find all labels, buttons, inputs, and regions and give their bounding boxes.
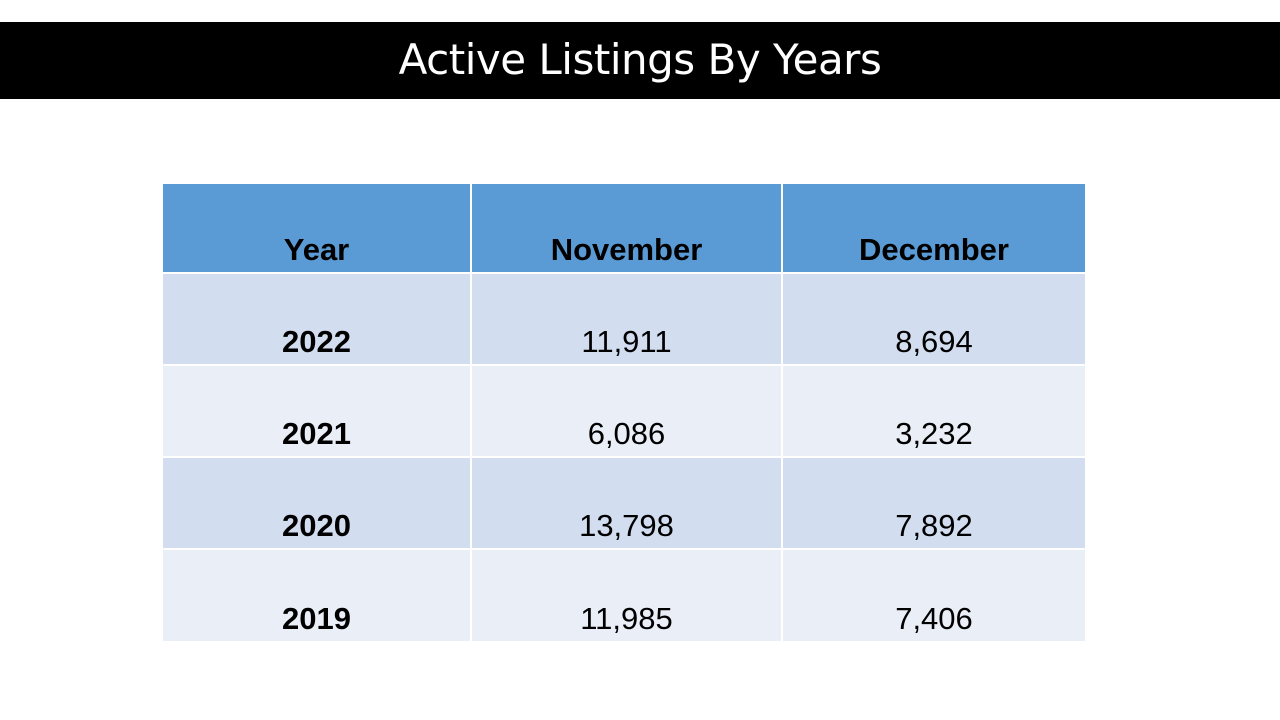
active-listings-table: Year November December 2022 11,911 8,694…: [163, 184, 1085, 641]
table-row: 2021 6,086 3,232: [163, 364, 1085, 458]
december-cell: 3,232: [781, 364, 1085, 458]
header-november: November: [470, 184, 783, 274]
december-cell: 7,406: [781, 548, 1085, 641]
title-bar: Active Listings By Years: [0, 22, 1280, 99]
header-year: Year: [163, 184, 472, 274]
november-cell: 11,911: [470, 272, 783, 366]
table-row: 2022 11,911 8,694: [163, 272, 1085, 366]
year-cell: 2019: [163, 548, 472, 641]
december-cell: 7,892: [781, 456, 1085, 550]
year-cell: 2021: [163, 364, 472, 458]
header-december: December: [781, 184, 1085, 274]
november-cell: 13,798: [470, 456, 783, 550]
slide-title: Active Listings By Years: [398, 34, 882, 84]
december-cell: 8,694: [781, 272, 1085, 366]
table-row: 2019 11,985 7,406: [163, 548, 1085, 641]
november-cell: 6,086: [470, 364, 783, 458]
november-cell: 11,985: [470, 548, 783, 641]
year-cell: 2020: [163, 456, 472, 550]
year-cell: 2022: [163, 272, 472, 366]
table-header-row: Year November December: [163, 184, 1085, 274]
table-row: 2020 13,798 7,892: [163, 456, 1085, 550]
